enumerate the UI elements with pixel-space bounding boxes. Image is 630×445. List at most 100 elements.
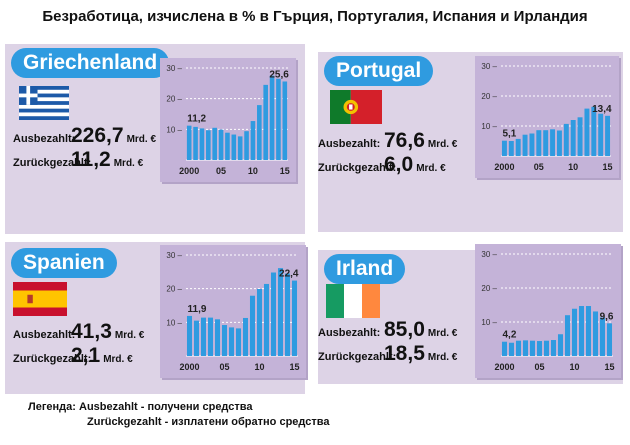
unit-label: Mrd. € — [427, 352, 458, 363]
y-tick-label: 20 – — [166, 285, 182, 294]
ireland-flag — [326, 284, 380, 318]
y-tick-label: 30 – — [481, 250, 497, 259]
bar-greece-2006 — [225, 132, 230, 160]
bar-spain-2006 — [228, 327, 235, 356]
bar-ireland-2004 — [529, 340, 536, 356]
zurueck-label: Zurückgezahlt: — [318, 351, 397, 363]
country-name-spain: Spanien — [11, 248, 117, 278]
data-label-start: 11,9 — [188, 304, 207, 315]
y-tick-label: 10 – — [166, 125, 182, 134]
bar-ireland-2013 — [592, 311, 599, 356]
country-name-greece: Griechenland — [11, 48, 170, 78]
ausbezahlt-value-greece: 226,7 — [71, 124, 124, 147]
bar-ireland-2006 — [543, 340, 550, 356]
ausbezahlt-value-spain: 41,3 — [71, 320, 112, 343]
unit-label: Mrd. € — [427, 139, 458, 150]
country-name-portugal: Portugal — [324, 56, 434, 86]
unit-label: Mrd. € — [427, 328, 458, 339]
bar-spain-2003 — [207, 317, 214, 356]
data-label-end: 25,6 — [269, 69, 289, 80]
x-tick-label: 15 — [289, 362, 299, 372]
y-tick-label: 10 – — [481, 318, 497, 327]
bar-portugal-2004 — [529, 133, 535, 156]
unit-label: Mrd. € — [126, 134, 157, 145]
zurueck-row-ireland: Zurückgezahlt:18,5 Mrd. € — [318, 342, 457, 366]
ausbezahlt-row-ireland: Ausbezahlt: 85,0 Mrd. € — [318, 318, 457, 342]
country-name-ireland: Irland — [324, 254, 406, 284]
bar-spain-2014 — [284, 273, 291, 356]
unit-label: Mrd. € — [103, 354, 133, 365]
bar-greece-2002 — [199, 128, 205, 160]
bar-greece-2013 — [269, 75, 275, 160]
zurueck-value-spain: 2,1 — [71, 344, 101, 367]
bar-greece-2011 — [257, 105, 262, 160]
ausbezahlt-label: Ausbezahlt: — [13, 329, 76, 341]
bar-portugal-2003 — [522, 134, 528, 156]
bar-greece-2014 — [276, 78, 281, 160]
ausbezahlt-value-portugal: 76,6 — [384, 129, 425, 152]
zurueck-label: Zurückgezahlt: — [13, 157, 92, 169]
bar-ireland-2010 — [571, 308, 578, 356]
data-label-end: 22,4 — [279, 269, 299, 280]
x-tick-label: 2000 — [179, 362, 199, 372]
x-tick-label: 2000 — [494, 162, 514, 172]
bar-spain-2013 — [277, 268, 284, 356]
bar-greece-2008 — [237, 136, 243, 160]
ausbezahlt-label: Ausbezahlt: — [13, 133, 76, 145]
bar-spain-2004 — [214, 319, 221, 356]
x-tick-label: 15 — [604, 362, 614, 372]
zurueck-value-greece: 11,2 — [71, 148, 111, 171]
zurueck-row-greece: Zurückgezahlt:11,2 Mrd. € — [13, 148, 143, 172]
y-tick-label: 30 – — [481, 62, 497, 71]
zurueck-label: Zurückgezahlt: — [13, 353, 92, 365]
bar-portugal-2015 — [605, 115, 611, 156]
data-label-start: 4,2 — [503, 330, 517, 341]
bar-spain-2010 — [256, 289, 263, 356]
bar-spain-2000 — [186, 315, 193, 356]
ausbezahlt-value-ireland: 85,0 — [384, 318, 425, 341]
x-tick-label: 05 — [534, 362, 544, 372]
bar-greece-2010 — [250, 121, 256, 160]
bar-greece-2000 — [186, 125, 192, 160]
bar-greece-2012 — [263, 84, 268, 160]
ausbezahlt-label: Ausbezahlt: — [318, 327, 381, 339]
zurueck-row-spain: Zurückgezahlt:2,1 Mrd. € — [13, 344, 133, 368]
bar-ireland-2002 — [515, 340, 522, 356]
x-tick-label: 2000 — [179, 166, 199, 176]
bar-spain-2005 — [221, 325, 228, 356]
x-tick-label: 10 — [569, 362, 579, 372]
unit-label: Mrd. € — [113, 158, 144, 169]
bar-portugal-2008 — [556, 130, 562, 156]
x-tick-label: 05 — [534, 162, 544, 172]
y-tick-label: 10 – — [481, 122, 497, 131]
bar-ireland-2007 — [550, 340, 557, 356]
bar-ireland-2015 — [606, 323, 613, 356]
chart-greece: 10 – 20 – 30 – 2000 05 10 15 11,2 25,6 — [160, 58, 296, 182]
unit-label: Mrd. € — [416, 163, 446, 174]
ausbezahlt-label: Ausbezahlt: — [318, 138, 381, 150]
legend-line-1: Легенда: Ausbezahlt - получени средства — [28, 400, 329, 415]
y-tick-label: 30 – — [166, 64, 182, 73]
legend-text-2: Zurückgezahlt - изплатени обратно средст… — [87, 416, 330, 428]
bar-portugal-2006 — [543, 130, 549, 156]
bar-greece-2015 — [282, 81, 288, 160]
bar-spain-2002 — [200, 317, 207, 356]
x-tick-label: 05 — [216, 166, 226, 176]
bar-greece-2004 — [212, 127, 217, 160]
x-tick-label: 2000 — [494, 362, 514, 372]
chart-spain: 10 – 20 – 30 – 2000 05 10 15 11,9 22,4 — [160, 245, 306, 378]
bar-portugal-2011 — [577, 117, 583, 156]
legend-text-1: Ausbezahlt - получени средства — [79, 401, 253, 413]
bar-ireland-2011 — [578, 306, 585, 356]
x-tick-label: 10 — [248, 166, 258, 176]
x-tick-label: 10 — [568, 162, 578, 172]
bar-portugal-2000 — [501, 140, 507, 156]
bar-spain-2008 — [242, 317, 249, 356]
legend-line-2: Zurückgezahlt - изплатени обратно средст… — [28, 415, 329, 430]
data-label-start: 11,2 — [187, 114, 206, 125]
ausbezahlt-row-greece: Ausbezahlt:226,7 Mrd. € — [13, 124, 156, 148]
bar-portugal-2014 — [598, 113, 604, 156]
bar-spain-2009 — [249, 295, 256, 356]
ausbezahlt-row-portugal: Ausbezahlt: 76,6 Mrd. € — [318, 129, 457, 153]
bar-portugal-2001 — [508, 141, 514, 156]
